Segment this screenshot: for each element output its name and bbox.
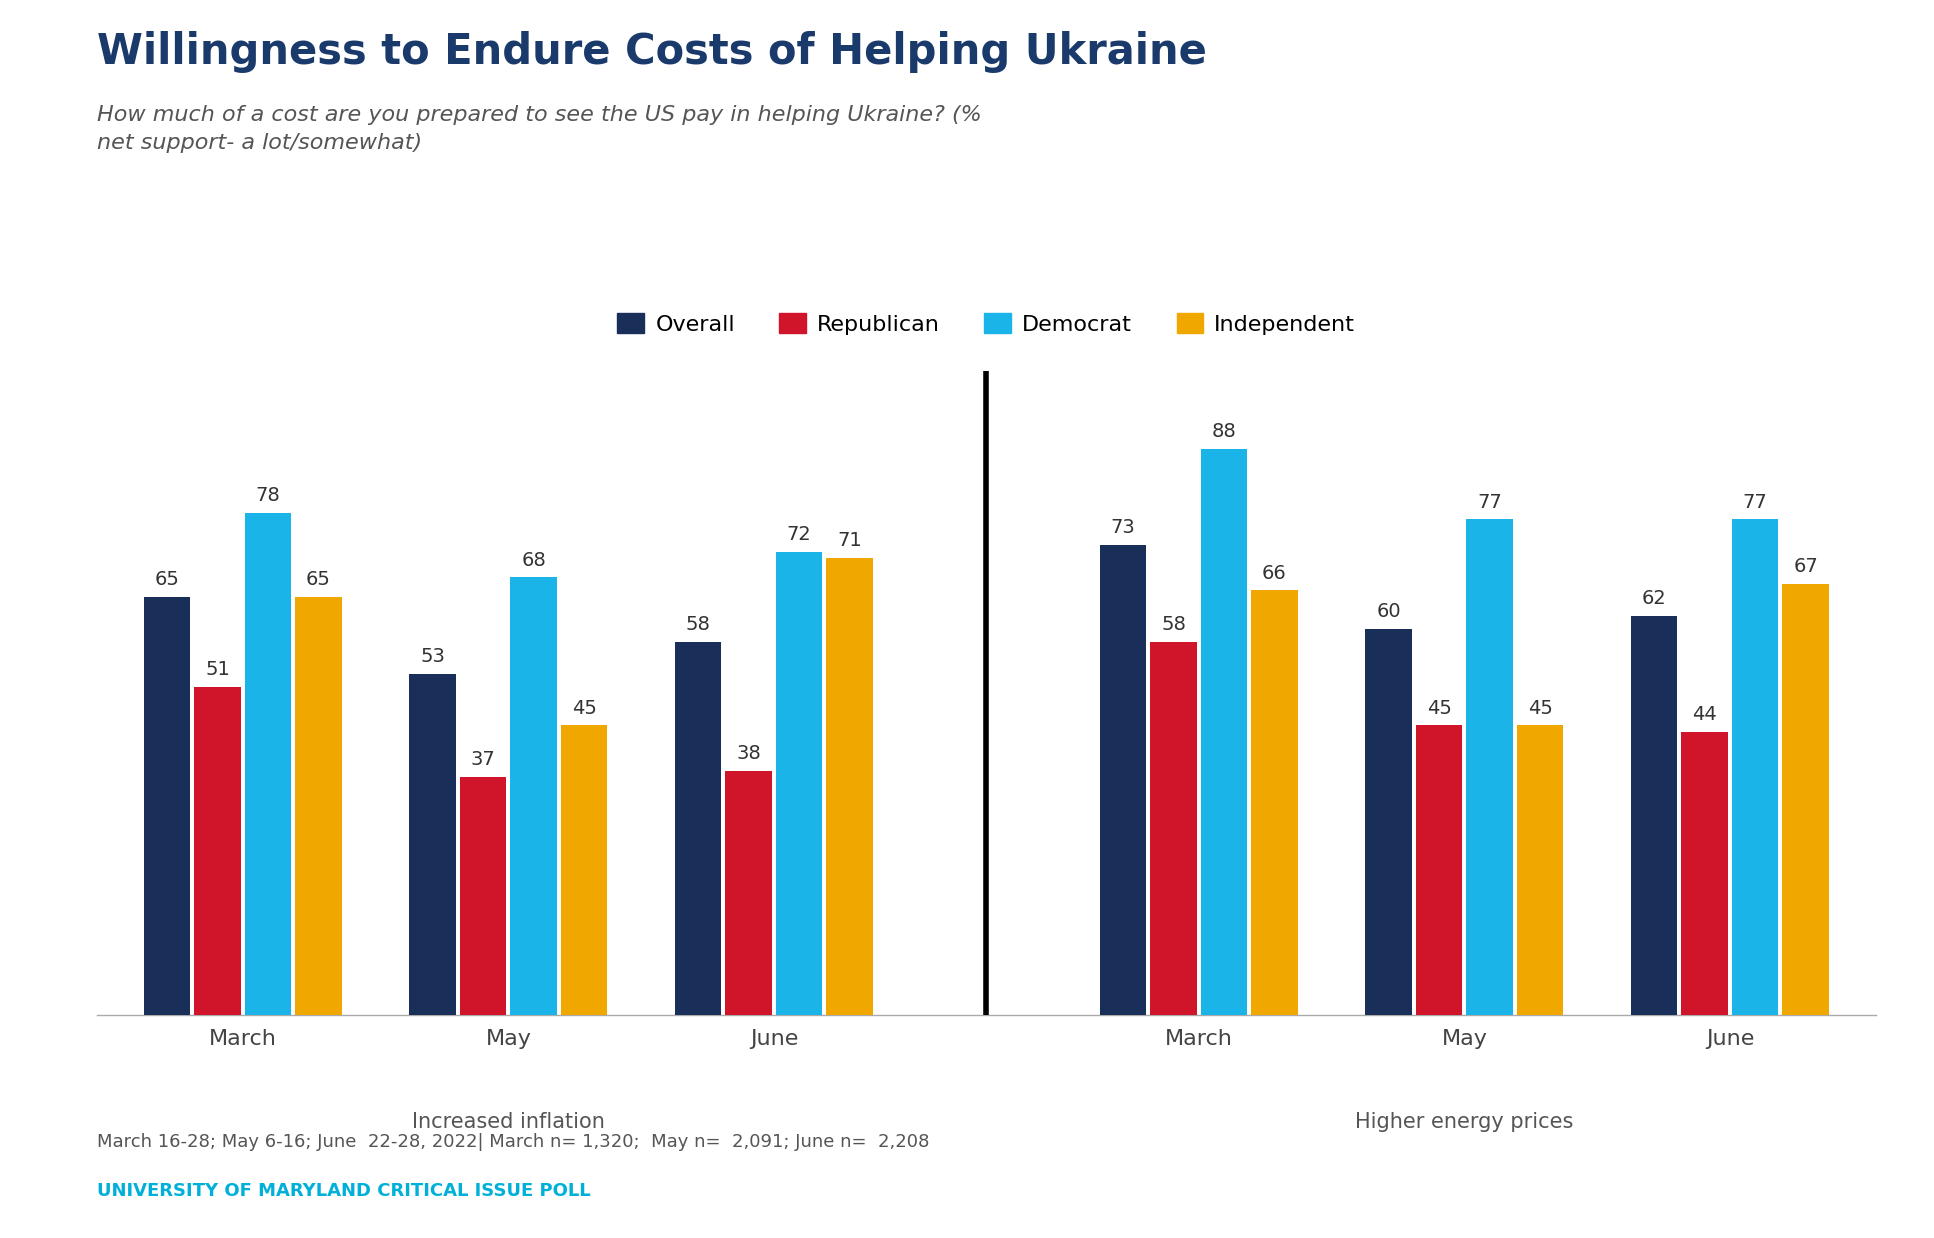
Text: 71: 71 [837,531,863,551]
Text: 65: 65 [306,569,331,589]
Text: 88: 88 [1211,422,1236,441]
Bar [1100,545,1147,1015]
Text: How much of a cost are you prepared to see the US pay in helping Ukraine? (%
net: How much of a cost are you prepared to s… [97,105,981,154]
Text: 67: 67 [1793,557,1818,576]
Bar [460,777,507,1015]
Text: 38: 38 [737,744,762,763]
Bar [1681,732,1727,1015]
Text: 53: 53 [420,647,445,666]
Text: 44: 44 [1692,706,1717,724]
Text: 62: 62 [1642,589,1667,608]
Bar [1201,448,1247,1015]
Bar [1630,617,1677,1015]
Text: Increased inflation: Increased inflation [412,1112,605,1132]
Text: Willingness to Endure Costs of Helping Ukraine: Willingness to Endure Costs of Helping U… [97,31,1207,73]
Text: Higher energy prices: Higher energy prices [1356,1112,1574,1132]
Bar [1783,584,1830,1015]
Bar [193,687,240,1015]
Legend: Overall, Republican, Democrat, Independent: Overall, Republican, Democrat, Independe… [617,313,1356,334]
Bar [410,673,456,1015]
Text: 45: 45 [1528,698,1553,718]
Text: 65: 65 [155,569,180,589]
Bar [1416,725,1462,1015]
Text: 45: 45 [1427,698,1452,718]
Bar [725,770,772,1015]
Text: 72: 72 [787,525,812,543]
Bar [1516,725,1563,1015]
Bar [675,641,721,1015]
Text: 45: 45 [572,698,596,718]
Bar [1733,520,1779,1015]
Bar [1365,629,1412,1015]
Text: 58: 58 [687,615,710,634]
Bar [143,597,190,1015]
Text: 73: 73 [1110,519,1135,537]
Text: 68: 68 [520,551,545,569]
Bar [1251,591,1298,1015]
Text: 58: 58 [1160,615,1186,634]
Text: 51: 51 [205,660,230,680]
Text: 37: 37 [470,750,495,769]
Text: 78: 78 [255,487,280,505]
Text: March 16-28; May 6-16; June  22-28, 2022| March n= 1,320;  May n=  2,091; June n: March 16-28; May 6-16; June 22-28, 2022|… [97,1133,928,1151]
Bar [296,597,342,1015]
Text: 77: 77 [1743,493,1768,511]
Bar [826,558,872,1015]
Text: UNIVERSITY OF MARYLAND CRITICAL ISSUE POLL: UNIVERSITY OF MARYLAND CRITICAL ISSUE PO… [97,1182,590,1201]
Bar [246,513,292,1015]
Bar [776,552,822,1015]
Text: 60: 60 [1377,602,1400,621]
Bar [1151,641,1197,1015]
Bar [1466,520,1512,1015]
Text: 77: 77 [1478,493,1503,511]
Bar [511,577,557,1015]
Text: 66: 66 [1263,563,1286,583]
Bar [561,725,607,1015]
